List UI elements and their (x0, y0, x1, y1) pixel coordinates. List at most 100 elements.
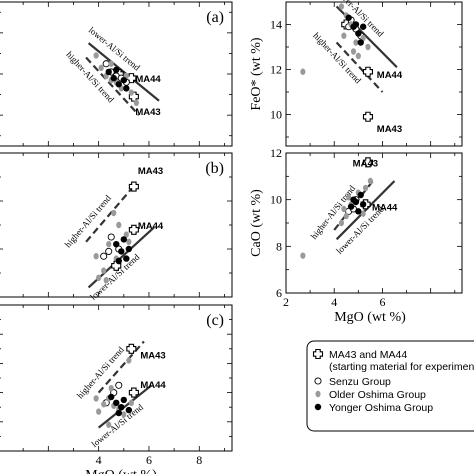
plot-frame (285, 152, 463, 294)
y-tick-label: 6 (276, 286, 282, 300)
data-point-yonger-oshima-group (115, 257, 122, 265)
x-tick-label: 6 (379, 295, 385, 309)
legend: MA43 and MA44(starting material for expe… (306, 340, 474, 432)
data-point-ma43-and-ma44 (128, 224, 139, 235)
data-point-older-oshima-group (101, 267, 107, 274)
chart-panel-5: 468MgO (wt %)(c)higher-Al/Si trendlower-… (0, 304, 233, 474)
data-point-yonger-oshima-group (123, 85, 130, 92)
data-point-yonger-oshima-group (110, 74, 117, 82)
data-point-older-oshima-group (116, 221, 122, 229)
data-point-older-oshima-group (367, 177, 373, 185)
data-point-older-oshima-group (93, 395, 99, 402)
panel-label: (a) (206, 9, 224, 26)
data-point-yonger-oshima-group (105, 68, 112, 76)
data-point-senzu-group (102, 60, 110, 68)
x-tick-label: 8 (196, 453, 202, 467)
data-point-older-oshima-group (353, 39, 359, 46)
annotation-ma44: MA44 (138, 221, 164, 232)
data-point-older-oshima-group (93, 253, 99, 260)
y-tick-label: 14 (270, 18, 282, 32)
data-point-yonger-oshima-group (120, 396, 128, 404)
trend-label: higher-Al/Si trend (311, 30, 363, 85)
data-point-yonger-oshima-group (118, 404, 125, 411)
data-point-older-oshima-group (350, 48, 357, 55)
data-point-yonger-oshima-group (345, 14, 352, 21)
data-point-yonger-oshima-group (118, 248, 125, 255)
data-point-older-oshima-group (338, 219, 345, 227)
data-point-older-oshima-group (108, 60, 114, 67)
x-tick-label: 4 (96, 453, 102, 467)
data-point-yonger-oshima-group (115, 81, 122, 88)
legend-note: (starting material for experiment (329, 361, 474, 373)
data-point-older-oshima-group (300, 252, 306, 259)
data-point-yonger-oshima-group (113, 399, 120, 407)
y-tick-label: 12 (270, 63, 282, 77)
legend-marker-ma43-and-ma44 (312, 348, 324, 360)
data-point-older-oshima-group (126, 238, 132, 245)
data-point-older-oshima-group (98, 64, 104, 72)
data-point-ma43-and-ma44 (362, 66, 374, 77)
data-point-yonger-oshima-group (123, 255, 130, 262)
annotation-ma44: MA44 (135, 74, 161, 85)
y-axis-label: CaO (wt %) (249, 189, 264, 257)
data-point-older-oshima-group (111, 209, 117, 217)
data-point-older-oshima-group (346, 194, 352, 201)
annotation-ma44: MA44 (372, 203, 398, 214)
data-point-yonger-oshima-group (355, 30, 362, 37)
data-point-older-oshima-group (341, 205, 347, 213)
data-point-yonger-oshima-group (115, 409, 122, 417)
annotation-ma43: MA43 (353, 158, 378, 169)
data-point-older-oshima-group (126, 357, 132, 364)
data-point-yonger-oshima-group (125, 245, 133, 253)
data-point-older-oshima-group (108, 385, 114, 392)
data-point-yonger-oshima-group (359, 23, 367, 30)
x-axis-label: MgO (wt %) (85, 468, 157, 474)
panel-label: (c) (206, 312, 224, 329)
data-point-yonger-oshima-group (357, 191, 364, 199)
data-point-senzu-group (105, 247, 113, 255)
annotation-ma43: MA43 (138, 166, 163, 177)
data-point-yonger-oshima-group (108, 393, 115, 401)
annotation-ma44: MA44 (377, 70, 403, 81)
y-tick-label: 10 (270, 193, 282, 207)
x-tick-label: 2 (283, 295, 289, 309)
legend-label-ma43-and-ma44: MA43 and MA44 (329, 349, 407, 361)
legend-label-yonger-oshima-group: Yonger Oshima Group (329, 402, 433, 414)
legend-marker-older-oshima-group (315, 390, 321, 398)
trend-line-higher-al-si-trend (85, 188, 133, 243)
legend-box (306, 340, 474, 432)
y-tick-label: 10 (270, 108, 282, 122)
data-point-senzu-group (100, 252, 108, 260)
legend-marker-yonger-oshima-group (314, 403, 322, 411)
data-point-ma43-and-ma44 (362, 157, 374, 168)
data-point-yonger-oshima-group (113, 66, 120, 74)
trend-line-lower-al-si-trend (335, 180, 396, 241)
plot-frame (285, 1, 463, 147)
trend-line-lower-al-si-trend (97, 384, 153, 429)
data-point-ma43-and-ma44 (362, 111, 374, 122)
data-point-yonger-oshima-group (359, 201, 367, 208)
x-tick-label: 6 (146, 453, 152, 467)
data-point-older-oshima-group (362, 184, 369, 192)
data-point-senzu-group (107, 233, 115, 241)
data-point-older-oshima-group (128, 89, 134, 96)
x-tick-label: 4 (331, 295, 337, 309)
data-point-yonger-oshima-group (347, 203, 355, 210)
data-point-ma43-and-ma44 (128, 387, 139, 398)
y-tick-label: 12 (270, 146, 282, 160)
legend-marker-senzu-group (314, 377, 322, 385)
data-point-older-oshima-group (121, 411, 127, 418)
annotation-ma44: MA44 (140, 380, 166, 391)
trend-line-higher-al-si-trend (335, 41, 384, 93)
data-point-older-oshima-group (96, 408, 102, 415)
data-point-older-oshima-group (300, 68, 306, 75)
data-point-older-oshima-group (123, 231, 129, 238)
data-point-yonger-oshima-group (120, 76, 128, 84)
data-point-older-oshima-group (338, 3, 345, 10)
data-point-yonger-oshima-group (350, 196, 357, 203)
